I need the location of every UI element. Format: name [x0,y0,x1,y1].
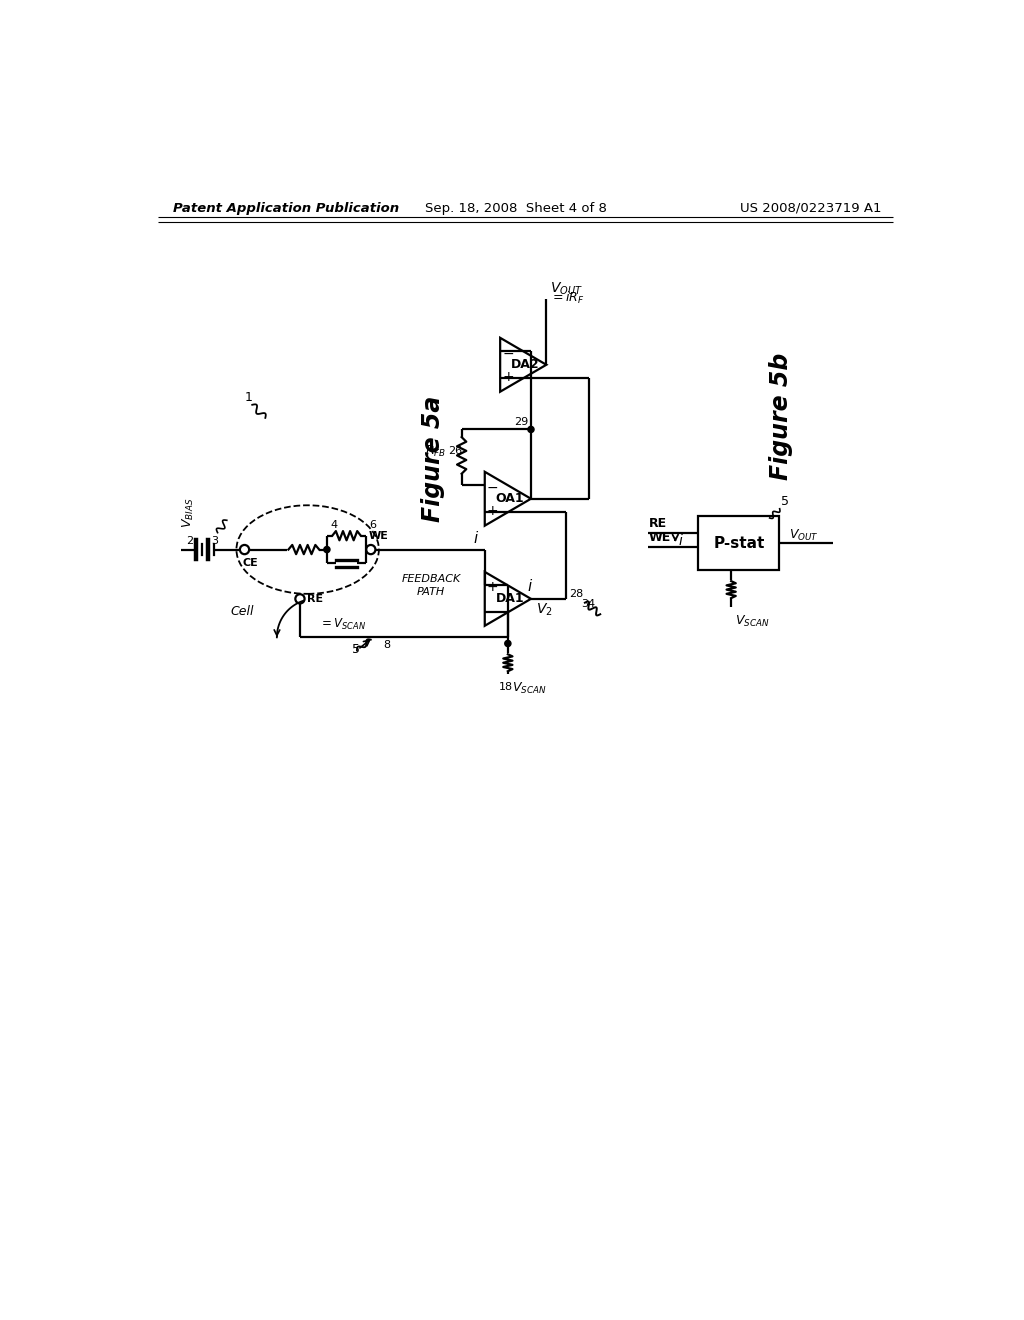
Text: $R_{FB}$: $R_{FB}$ [425,444,446,459]
Text: $-$: $-$ [486,480,499,494]
Circle shape [505,640,511,647]
Text: $+$: $+$ [502,370,514,384]
Text: DA2: DA2 [511,358,540,371]
Text: 5: 5 [352,643,360,656]
Circle shape [528,426,535,433]
Text: 28: 28 [568,589,583,598]
Text: $= V_{SCAN}$: $= V_{SCAN}$ [319,618,367,632]
Text: P-stat: P-stat [713,536,765,550]
Text: FEEDBACK
PATH: FEEDBACK PATH [401,574,461,597]
Text: Figure 5a: Figure 5a [421,396,445,521]
Text: $+$: $+$ [486,579,499,594]
Text: $-$: $-$ [486,603,499,618]
Text: Patent Application Publication: Patent Application Publication [173,202,399,215]
Text: RE: RE [648,517,667,531]
Text: RE: RE [307,594,323,603]
Text: WE: WE [648,531,671,544]
Text: DA1: DA1 [496,593,524,606]
Text: Figure 5b: Figure 5b [769,352,794,480]
Text: 6: 6 [370,520,376,531]
Text: $i$: $i$ [527,578,534,594]
Text: 29: 29 [514,417,528,426]
Text: CE: CE [243,558,258,569]
Text: 2: 2 [186,536,194,546]
Text: $V_{BIAS}$: $V_{BIAS}$ [180,498,196,528]
Text: $V_{OUT}$: $V_{OUT}$ [550,281,583,297]
Text: OA1: OA1 [496,492,524,506]
Text: 5: 5 [781,495,790,508]
Text: $V_{SCAN}$: $V_{SCAN}$ [735,614,769,628]
Text: $V_{OUT}$: $V_{OUT}$ [788,528,818,543]
Text: $i$: $i$ [679,533,684,548]
Text: $= iR_F$: $= iR_F$ [550,290,585,306]
Text: Cell: Cell [230,605,254,618]
Text: US 2008/0223719 A1: US 2008/0223719 A1 [739,202,882,215]
Text: 1: 1 [245,391,252,404]
Text: 4: 4 [331,520,338,531]
Text: Sep. 18, 2008  Sheet 4 of 8: Sep. 18, 2008 Sheet 4 of 8 [425,202,606,215]
Text: 26: 26 [447,446,462,457]
Text: $V_{SCAN}$: $V_{SCAN}$ [512,681,546,696]
Text: 8: 8 [383,640,390,651]
Text: $+$: $+$ [486,504,499,517]
Text: $-$: $-$ [502,346,514,360]
Text: WE: WE [369,531,388,541]
Text: $i$: $i$ [473,531,479,546]
Circle shape [324,546,330,553]
Text: 3: 3 [211,536,218,546]
Text: 34: 34 [581,598,595,609]
Text: 18: 18 [499,681,513,692]
Text: $V_2$: $V_2$ [537,602,553,618]
